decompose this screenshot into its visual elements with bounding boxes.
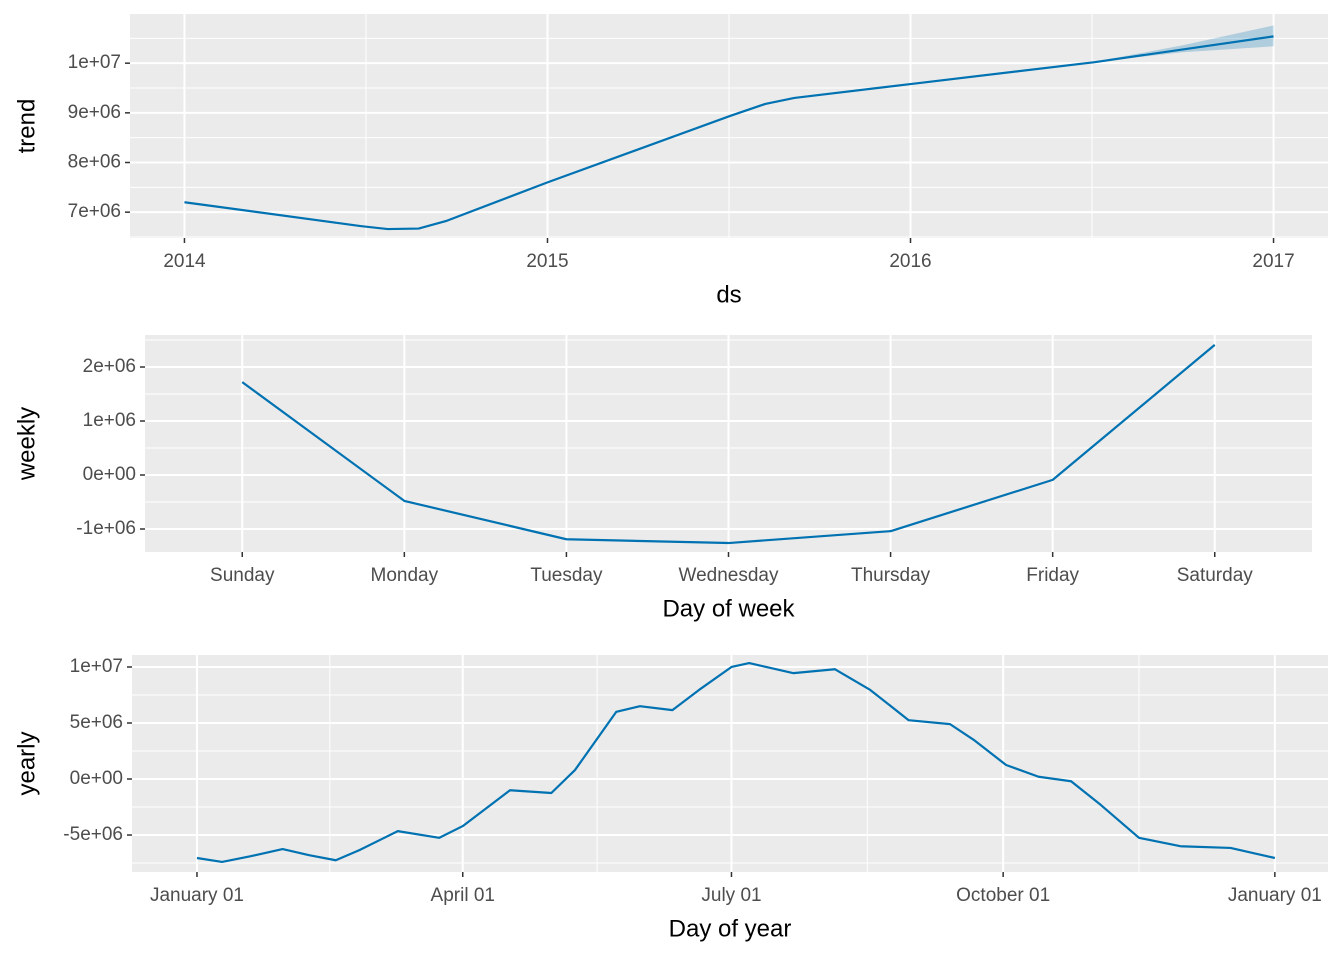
y-tick-label: 7e+06: [68, 201, 121, 222]
y-tick-label: -5e+06: [63, 824, 123, 845]
y-tick-label: 1e+07: [70, 656, 123, 677]
x-axis-title: Day of year: [669, 915, 792, 942]
x-tick-label: October 01: [956, 885, 1050, 906]
x-tick-label: 2014: [163, 251, 206, 272]
x-tick-label: 2017: [1252, 251, 1294, 272]
y-tick-label: 2e+06: [83, 356, 136, 377]
x-tick-label: January 01: [1228, 885, 1322, 906]
x-tick-label: 2015: [526, 251, 568, 272]
x-tick-label: Sunday: [210, 565, 275, 586]
y-tick-label: 5e+06: [70, 712, 123, 733]
line: [184, 35, 1274, 231]
line: [196, 661, 1276, 864]
x-tick-label: Wednesday: [679, 565, 779, 586]
uncertainty-band: [1092, 25, 1274, 63]
y-tick-label: 0e+00: [70, 768, 123, 789]
y-tick-label: 1e+06: [83, 410, 136, 431]
x-tick-label: Friday: [1026, 565, 1079, 586]
y-tick-label: 0e+00: [83, 464, 136, 485]
y-axis-title: weekly: [13, 407, 40, 481]
x-axis-title: Day of week: [662, 595, 795, 622]
x-tick-label: Saturday: [1177, 565, 1254, 586]
x-tick-label: 2016: [889, 251, 931, 272]
y-tick-label: 8e+06: [68, 152, 121, 173]
x-tick-label: April 01: [431, 885, 495, 906]
y-tick-label: 9e+06: [68, 102, 121, 123]
x-axis-title: ds: [716, 281, 741, 308]
y-axis-title: yearly: [13, 731, 40, 795]
x-tick-label: July 01: [701, 885, 761, 906]
x-tick-label: Thursday: [851, 565, 931, 586]
y-tick-label: -1e+06: [76, 518, 136, 539]
y-tick-label: 1e+07: [68, 52, 121, 73]
y-axis-title: trend: [13, 99, 40, 154]
x-tick-label: Tuesday: [530, 565, 603, 586]
line: [241, 344, 1216, 545]
x-tick-label: Monday: [371, 565, 439, 586]
x-tick-label: January 01: [150, 885, 244, 906]
